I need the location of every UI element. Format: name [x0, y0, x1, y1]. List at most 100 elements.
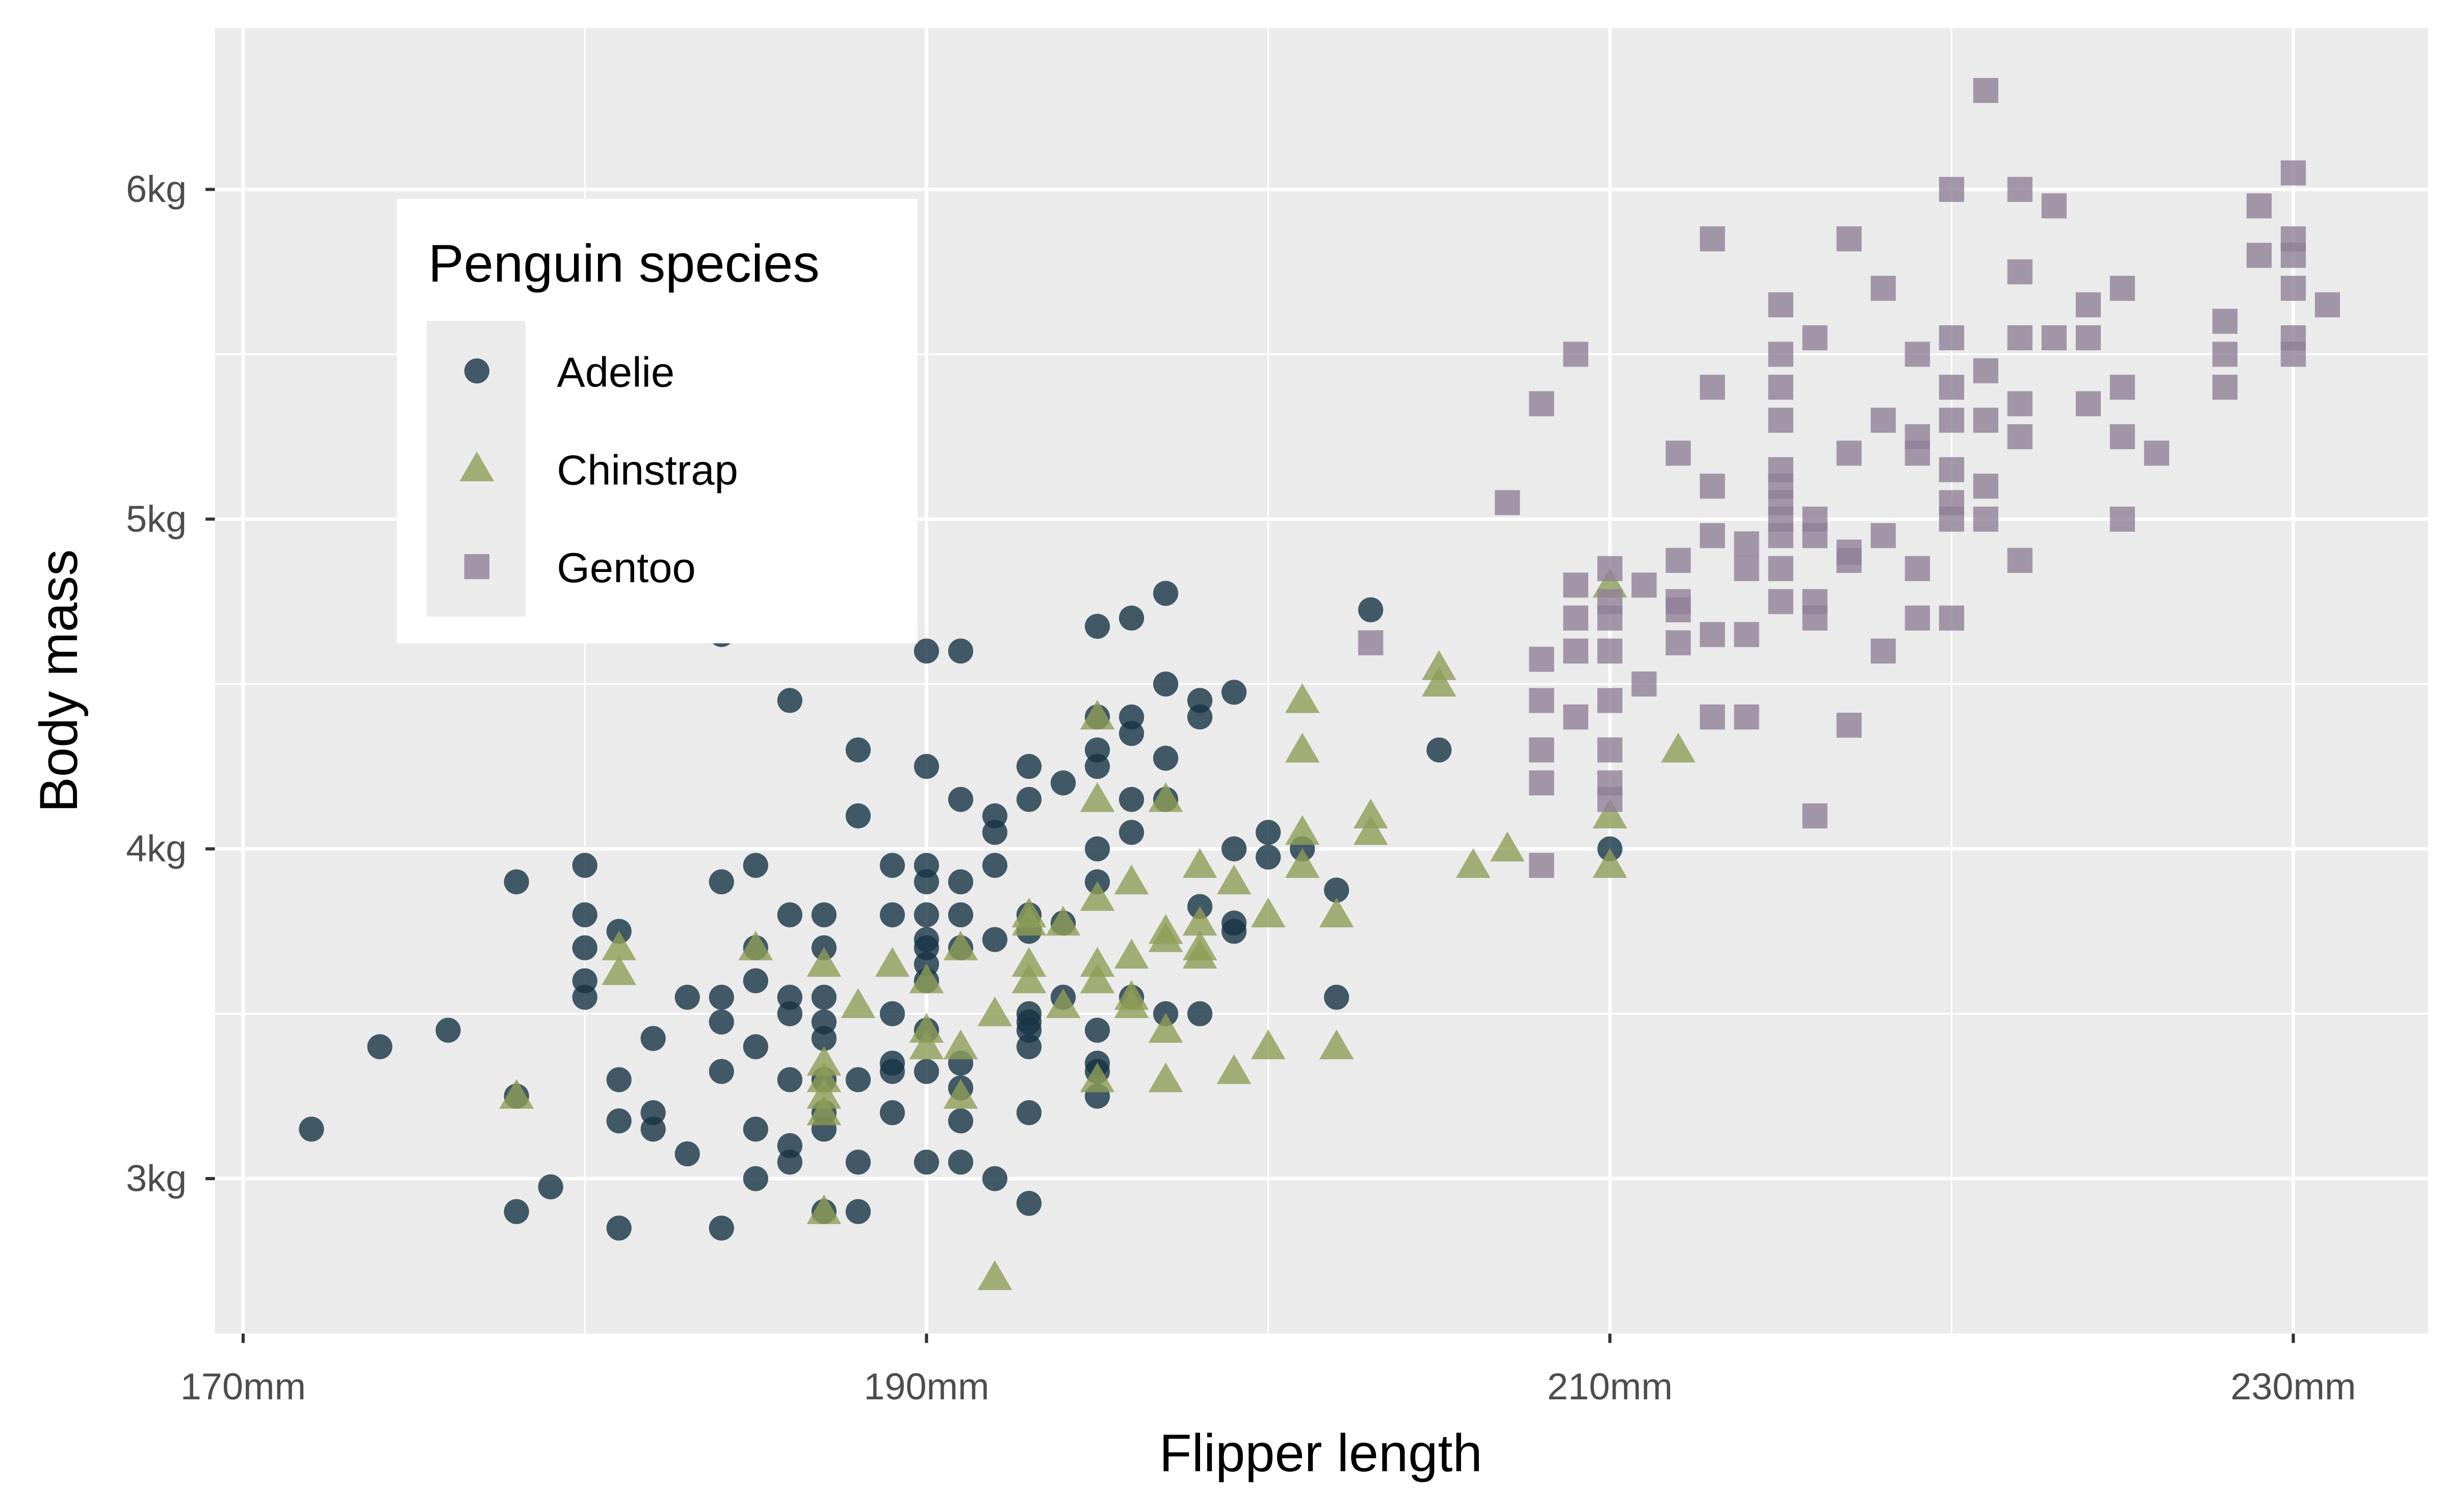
y-tick-label: 6kg: [126, 168, 187, 210]
adelie-point: [709, 1059, 734, 1084]
chinstrap-point: [499, 1079, 534, 1109]
gentoo-point: [1529, 770, 1554, 796]
x-tick-label: 230mm: [2230, 1365, 2356, 1407]
adelie-point: [1084, 614, 1110, 639]
chinstrap-point: [1216, 865, 1252, 895]
gentoo-point: [1939, 176, 1964, 202]
chinstrap-point: [1046, 988, 1081, 1018]
adelie-point: [914, 753, 940, 779]
x-tick-label: 210mm: [1547, 1365, 1673, 1407]
gentoo-point: [1700, 474, 1725, 499]
adelie-point: [1221, 836, 1247, 862]
gentoo-point: [1973, 358, 1998, 383]
gentoo-point: [1358, 630, 1384, 656]
adelie-point: [879, 852, 905, 878]
y-tick-label: 3kg: [126, 1157, 187, 1200]
gentoo-point: [1734, 531, 1759, 557]
gentoo-point: [1665, 630, 1691, 656]
legend-item-adelie: Adelie: [464, 348, 674, 396]
gentoo-point: [1700, 523, 1725, 549]
chinstrap-point: [1080, 1062, 1115, 1092]
gentoo-point: [2246, 243, 2272, 268]
chinstrap-point: [1182, 939, 1217, 969]
adelie-point: [777, 688, 802, 713]
gentoo-point: [2007, 259, 2033, 284]
gentoo-point: [2041, 193, 2067, 219]
adelie-point: [1118, 787, 1144, 812]
adelie-point: [640, 1116, 666, 1142]
gentoo-point: [1665, 440, 1691, 466]
gentoo-point: [1870, 638, 1896, 664]
x-tick-label: 190mm: [864, 1365, 989, 1407]
chinstrap-point: [602, 930, 637, 960]
gentoo-point: [2007, 325, 2033, 351]
gentoo-point: [2144, 440, 2169, 466]
chinstrap-point: [1182, 905, 1217, 936]
adelie-point: [435, 1018, 461, 1043]
legend-item-chinstrap: Chinstrap: [459, 446, 738, 493]
gentoo-point: [1529, 391, 1554, 416]
adelie-point: [914, 1150, 940, 1175]
chinstrap-point: [806, 1062, 842, 1092]
adelie-point: [674, 1141, 700, 1167]
axes: 170mm 190mm 210mm 230mm 3kg 4kg 5kg 6kg: [126, 168, 2356, 1407]
chinstrap-point: [1148, 782, 1183, 812]
adelie-point: [709, 984, 734, 1010]
chinstrap-point: [1421, 650, 1456, 680]
series-gentoo: [1358, 77, 2340, 878]
gentoo-point: [1939, 407, 1964, 433]
chinstrap-point: [1148, 1062, 1183, 1092]
gentoo-point: [1529, 852, 1554, 878]
gentoo-point: [2212, 308, 2238, 334]
chinstrap-point: [1080, 881, 1115, 911]
chinstrap-point: [909, 963, 944, 994]
circle-icon: [464, 358, 489, 384]
gentoo-point: [1973, 407, 1998, 433]
chinstrap-point: [1421, 666, 1456, 697]
gentoo-point: [1939, 506, 1964, 532]
gentoo-point: [2110, 424, 2135, 450]
adelie-point: [811, 1026, 837, 1051]
adelie-point: [948, 1150, 974, 1175]
gentoo-point: [1631, 572, 1657, 598]
adelie-point: [1358, 597, 1384, 622]
gentoo-point: [1905, 342, 1930, 367]
adelie-point: [914, 638, 940, 664]
adelie-point: [572, 984, 597, 1010]
legend: Penguin species Adelie Chinstrap Gentoo: [397, 198, 918, 643]
chinstrap-point: [943, 1079, 978, 1109]
chinstrap-point: [1319, 1029, 1354, 1059]
gentoo-point: [1973, 506, 1998, 532]
adelie-point: [845, 803, 871, 829]
adelie-point: [1187, 1001, 1213, 1027]
adelie-point: [1016, 1034, 1042, 1059]
legend-label: Chinstrap: [557, 446, 738, 493]
chinstrap-point: [1011, 963, 1047, 994]
gentoo-point: [1700, 704, 1725, 730]
chinstrap-point: [943, 1029, 978, 1059]
gentoo-point: [1939, 605, 1964, 631]
data-points: [299, 77, 2340, 1290]
adelie-point: [606, 1215, 632, 1241]
adelie-point: [1187, 704, 1213, 730]
adelie-point: [1118, 820, 1144, 845]
gentoo-point: [1700, 622, 1725, 647]
chinstrap-point: [841, 988, 876, 1018]
gentoo-point: [1768, 292, 1793, 318]
chinstrap-point: [1011, 905, 1047, 936]
adelie-point: [879, 1001, 905, 1027]
adelie-point: [504, 1199, 529, 1224]
chinstrap-point: [1285, 848, 1320, 878]
chinstrap-point: [1490, 831, 1525, 862]
adelie-point: [1118, 721, 1144, 746]
gentoo-point: [2280, 243, 2306, 268]
adelie-point: [777, 902, 802, 928]
gentoo-point: [2041, 325, 2067, 351]
adelie-point: [1016, 1100, 1042, 1126]
chinstrap-point: [806, 1046, 842, 1076]
adelie-point: [982, 852, 1008, 878]
adelie-point: [777, 1067, 802, 1092]
gentoo-point: [1836, 713, 1862, 738]
chinstrap-point: [1593, 798, 1627, 829]
